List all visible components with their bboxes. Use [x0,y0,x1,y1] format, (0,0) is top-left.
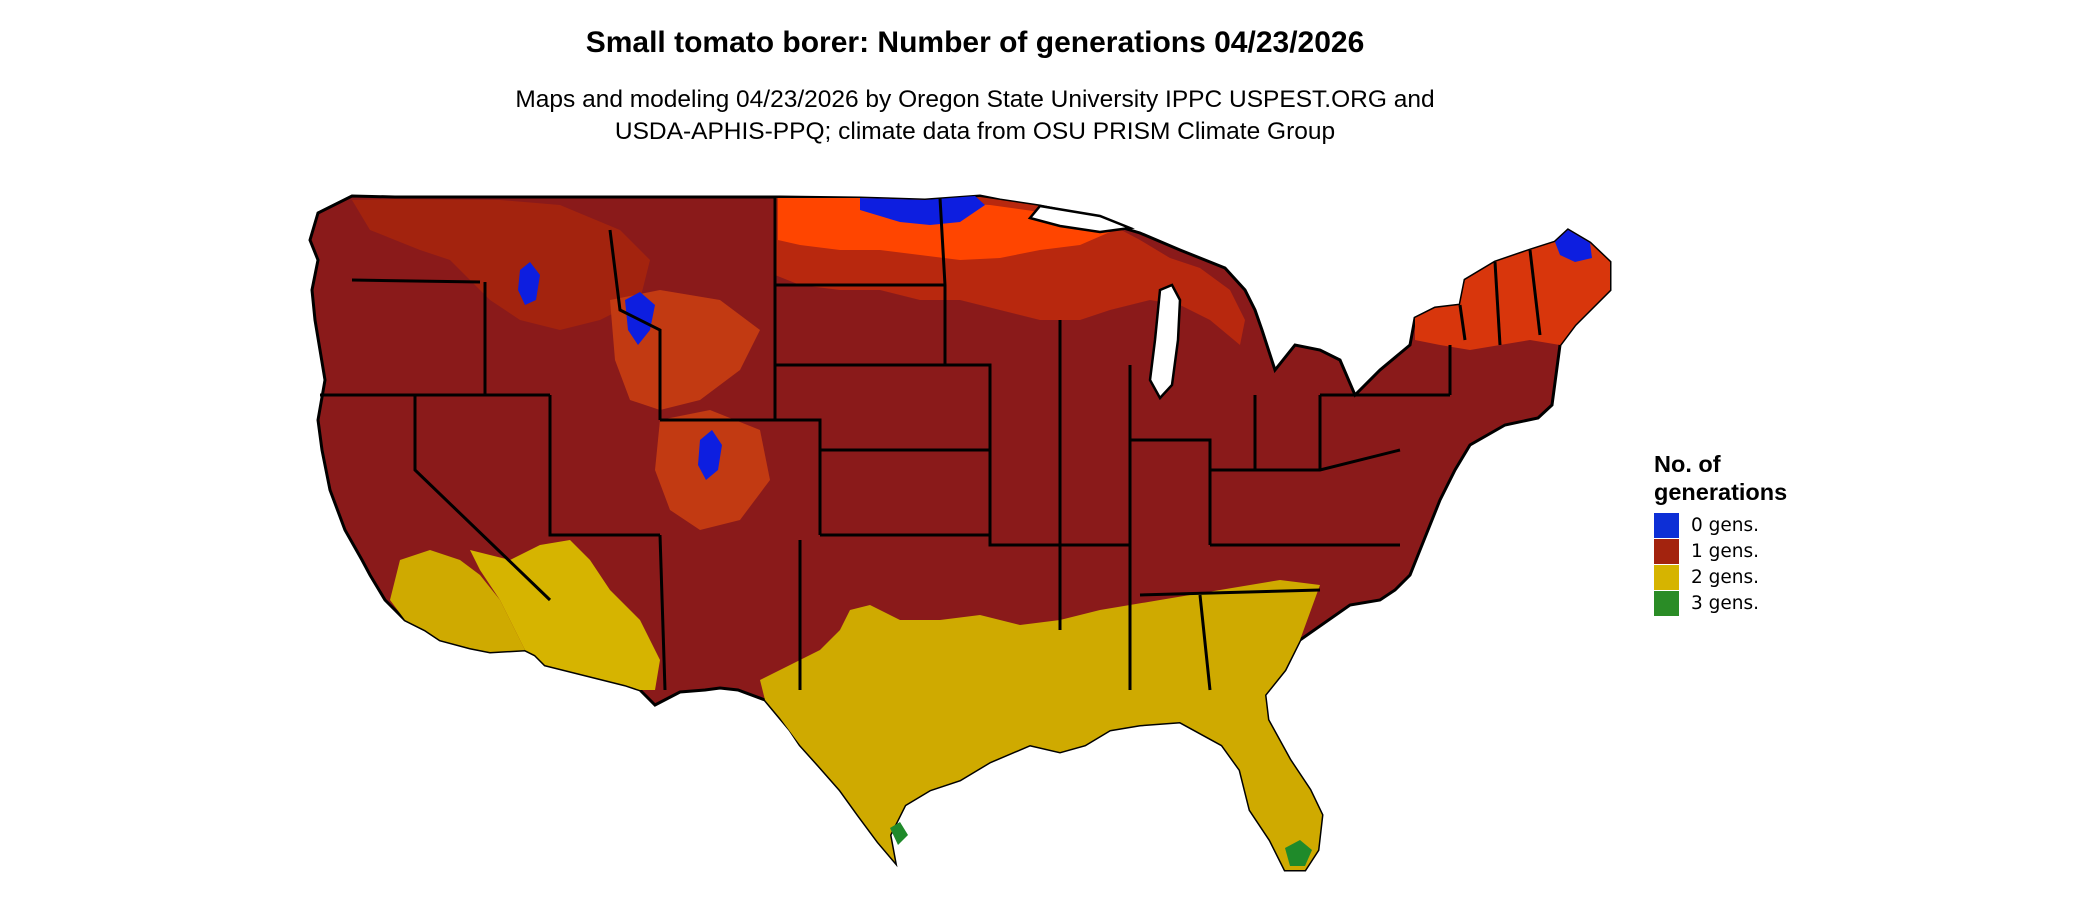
north-bright-orange-region [778,198,1110,260]
maine-blue [1555,230,1592,262]
legend-items: 0 gens. 1 gens. 2 gens. 3 gens. [1654,512,1787,616]
legend-label: 2 gens. [1691,566,1760,588]
california-yellow-region [390,550,525,652]
map-title: Small tomato borer: Number of generation… [585,26,1365,59]
south-texas-green [890,822,908,845]
legend-title-line-1: No. of [1654,451,1721,477]
idaho-blue [518,262,540,305]
lake-michigan [1148,283,1182,401]
legend-swatch-yellow [1654,564,1679,590]
legend-swatch-green [1654,590,1679,616]
map-subtitle: Maps and modeling 04/23/2026 by Oregon S… [0,84,1950,148]
subtitle-line-2: USDA-APHIS-PPQ; climate data from OSU PR… [614,118,1336,145]
rocky-mtn-blue-2 [698,430,722,480]
legend-item-3-gens: 3 gens. [1654,590,1787,616]
lake-superior [1027,204,1135,234]
legend-label: 1 gens. [1691,540,1760,562]
state-borders [320,197,1542,691]
legend-label: 3 gens. [1691,592,1760,614]
south-florida-green [1285,840,1312,866]
legend-label: 0 gens. [1691,514,1760,536]
southwest-yellow-region [470,540,660,690]
legend-swatch-blue [1654,512,1679,538]
south-yellow-region [760,580,1322,870]
subtitle-line-1: Maps and modeling 04/23/2026 by Oregon S… [515,86,1435,113]
northwest-orange-region [352,199,650,330]
lake-superior-shore-blue [860,196,985,225]
northeast-orange-region [1415,230,1610,350]
legend-title-line-2: generations [1654,479,1788,505]
legend-item-1-gens: 1 gens. [1654,538,1787,564]
legend-swatch-red [1654,538,1679,564]
legend-title: No. of generations [1654,450,1787,506]
legend-item-2-gens: 2 gens. [1654,564,1787,590]
legend-item-0-gens: 0 gens. [1654,512,1787,538]
map-legend: No. of generations 0 gens. 1 gens. 2 gen… [1654,450,1787,616]
